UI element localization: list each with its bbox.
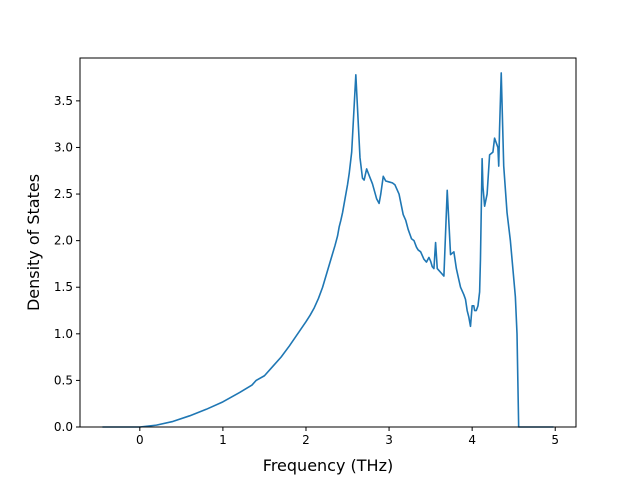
y-tick-label: 3.5 <box>54 94 73 108</box>
y-tick-label: 3.0 <box>54 140 73 154</box>
x-tick-label: 0 <box>136 433 144 447</box>
x-tick-label: 4 <box>468 433 476 447</box>
plot-area <box>102 72 554 428</box>
y-tick-label: 0.0 <box>54 420 73 434</box>
x-tick-label: 3 <box>385 433 393 447</box>
x-tick-label: 1 <box>219 433 227 447</box>
x-tick-label: 5 <box>551 433 559 447</box>
x-tick-label: 2 <box>302 433 310 447</box>
y-tick-label: 1.0 <box>54 327 73 341</box>
y-tick-label: 1.5 <box>54 280 73 294</box>
y-tick-label: 0.5 <box>54 373 73 387</box>
axes-frame <box>79 57 577 428</box>
x-axis-label: Frequency (THz) <box>263 456 393 475</box>
y-tick-label: 2.0 <box>54 234 73 248</box>
x-axis-ticks: 0 1 2 3 4 5 <box>136 427 559 447</box>
y-axis-label: Density of States <box>24 174 43 311</box>
y-axis-ticks: 0.0 0.5 1.0 1.5 2.0 2.5 3.0 3.5 <box>54 94 80 434</box>
y-tick-label: 2.5 <box>54 187 73 201</box>
dos-series-line <box>102 72 554 428</box>
